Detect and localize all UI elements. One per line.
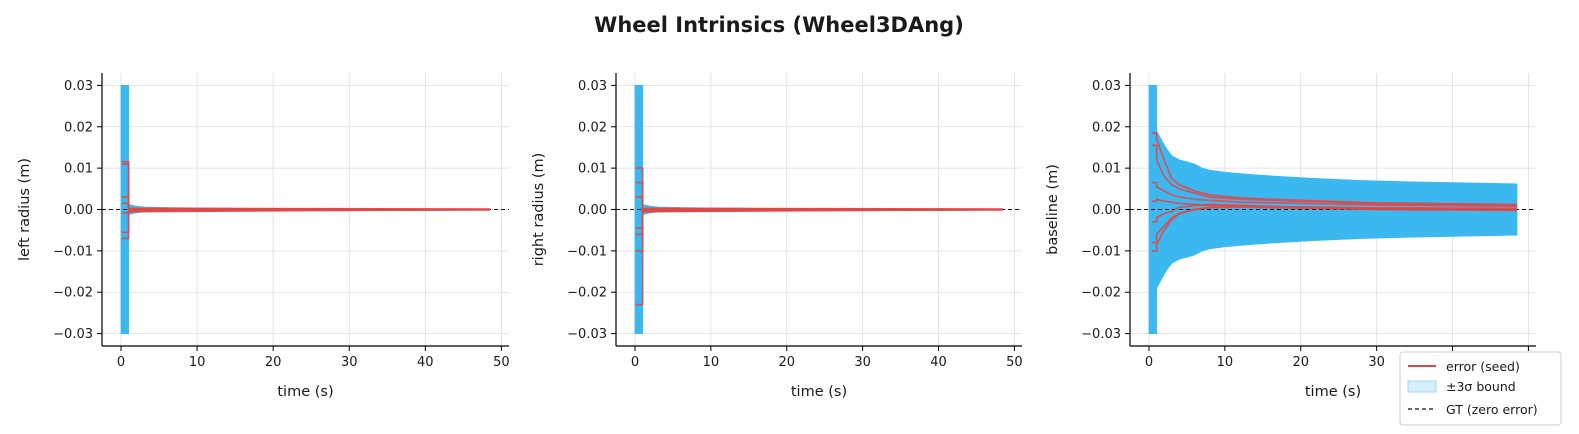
y-tick-label: 0.03 (1092, 79, 1121, 94)
y-axis-label: left radius (m) (17, 158, 33, 261)
y-tick-label: −0.02 (567, 286, 607, 301)
x-axis-label: time (s) (277, 384, 333, 400)
x-tick-label: 50 (493, 355, 510, 370)
y-tick-label: 0.02 (578, 120, 607, 135)
y-tick-label: −0.01 (1081, 244, 1121, 259)
x-tick-label: 0 (117, 355, 125, 370)
error-series-1 (635, 167, 1004, 210)
subplots: 0 10 20 30 40 50 0.03 0.02 0.01 0.00 −0.01 −0.02 −0.… (17, 73, 1537, 400)
x-tick-label: 30 (854, 355, 871, 370)
x-tick-label: 20 (265, 355, 282, 370)
y-tick-label: 0.01 (578, 162, 607, 177)
x-tick-label: 0 (1145, 355, 1153, 370)
error-series-1 (121, 161, 491, 210)
error-series-3 (1152, 181, 1518, 208)
legend: error (seed) ±3σ bound GT (zero error) (1399, 351, 1562, 426)
y-tick-label: 0.01 (64, 162, 93, 177)
error-series-6 (635, 208, 1004, 252)
legend-label-error: error (seed) (1446, 359, 1520, 374)
x-axis-label: time (s) (791, 384, 847, 400)
x-tick-label: 40 (930, 355, 947, 370)
y-tick-label: −0.02 (1081, 286, 1121, 301)
legend-label-bound: ±3σ bound (1446, 379, 1516, 394)
legend-label-gt: GT (zero error) (1446, 402, 1538, 417)
y-tick-label: 0.00 (578, 203, 607, 218)
x-tick-label: 0 (631, 355, 639, 370)
y-tick-label: 0.00 (64, 203, 93, 218)
x-tick-label: 40 (417, 355, 434, 370)
error-series-2 (635, 181, 1004, 211)
x-tick-label: 10 (703, 355, 720, 370)
subplot-2: 0 10 20 30 40 50 0.03 0.02 0.01 0.00 −0.01 −0.02 −0.… (531, 73, 1023, 400)
y-tick-label: −0.03 (1081, 327, 1121, 342)
x-tick-label: 30 (1368, 355, 1385, 370)
y-tick-label: 0.03 (64, 79, 93, 94)
y-axis-label: right radius (m) (531, 153, 547, 267)
y-tick-label: 0.03 (578, 79, 607, 94)
error-series-4 (635, 208, 1004, 229)
subplot-3: 010203040500.030.020.010.00−0.01−0.02−0.… (1045, 73, 1537, 400)
x-tick-label: 10 (189, 355, 206, 370)
error-series-7 (1152, 206, 1518, 252)
y-tick-label: 0.02 (1092, 120, 1121, 135)
legend-frame (1399, 351, 1562, 426)
y-tick-label: 0.02 (64, 120, 93, 135)
figure-title: Wheel Intrinsics (Wheel3DAng) (594, 13, 964, 37)
x-tick-label: 20 (778, 355, 795, 370)
y-tick-label: 0.01 (1092, 162, 1121, 177)
y-tick-label: 0.00 (1092, 203, 1121, 218)
x-axis-label: time (s) (1305, 384, 1361, 400)
x-tick-label: 20 (1292, 355, 1309, 370)
x-tick-label: 30 (341, 355, 358, 370)
legend-bound-swatch (1407, 380, 1437, 393)
error-series-6 (121, 208, 491, 234)
error-series-5 (635, 209, 1004, 236)
error-series-7 (121, 208, 491, 240)
error-series-2 (1152, 144, 1518, 207)
x-tick-label: 50 (1006, 355, 1023, 370)
y-tick-label: −0.03 (567, 327, 607, 342)
y-tick-label: −0.03 (53, 327, 93, 342)
y-axis-label: baseline (m) (1045, 164, 1061, 255)
y-tick-label: −0.02 (53, 286, 93, 301)
subplot-1: 0 10 20 30 40 50 0.03 0.02 0.01 0.00 −0.01 −0.02 −0.… (17, 73, 510, 400)
y-tick-label: −0.01 (567, 244, 607, 259)
error-series-2 (121, 163, 491, 211)
y-tick-label: −0.01 (53, 244, 93, 259)
x-tick-label: 10 (1217, 355, 1234, 370)
error-series-7 (635, 208, 1004, 306)
